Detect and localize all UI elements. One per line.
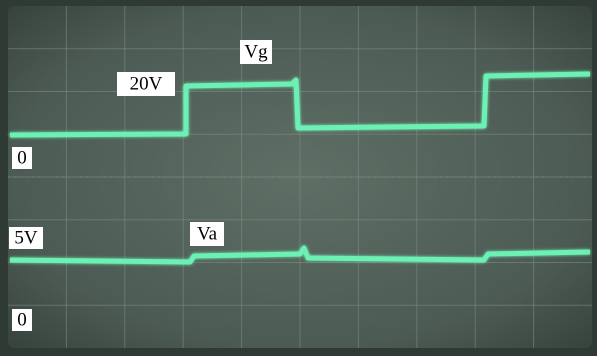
label-vg: Vg (240, 40, 272, 64)
label-text: Va (197, 223, 218, 244)
label-text: 20V (130, 73, 163, 94)
page: 20V Vg 0 5V Va 0 (() => { const data = J… (0, 0, 597, 356)
label-va: Va (190, 222, 224, 246)
label-text: Vg (244, 41, 268, 62)
label-20v: 20V (117, 72, 175, 96)
label-5v: 5V (9, 227, 43, 249)
label-text: 0 (17, 309, 27, 330)
label-zero-vg: 0 (12, 147, 32, 169)
oscilloscope-photo: 20V Vg 0 5V Va 0 (0, 0, 597, 356)
label-text: 5V (14, 227, 38, 248)
label-zero-va: 0 (12, 309, 32, 331)
label-text: 0 (17, 147, 27, 168)
